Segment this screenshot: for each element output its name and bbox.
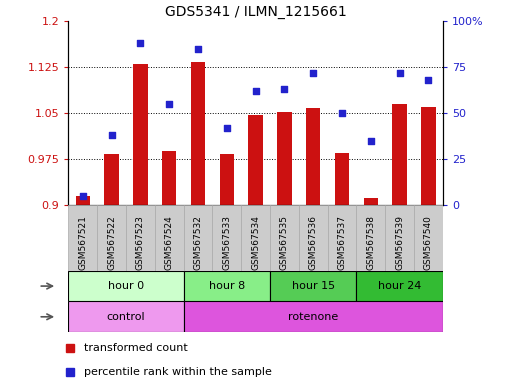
Bar [298,205,327,271]
Text: control: control [107,312,145,322]
Text: hour 15: hour 15 [291,281,334,291]
Text: GSM567522: GSM567522 [107,215,116,270]
Bar [126,205,155,271]
Bar [327,205,356,271]
Text: GSM567523: GSM567523 [135,215,144,270]
Bar [391,104,406,205]
Point [251,88,259,94]
Bar [269,271,356,301]
Bar [68,271,183,301]
Bar [183,301,442,332]
Bar [183,271,269,301]
Bar [97,205,126,271]
Bar [212,205,241,271]
Bar [277,112,291,205]
Point [280,86,288,93]
Text: hour 0: hour 0 [108,281,144,291]
Text: GSM567537: GSM567537 [337,215,346,270]
Point [424,77,432,83]
Bar [219,154,233,205]
Bar [420,107,435,205]
Text: GSM567533: GSM567533 [222,215,231,270]
Text: GSM567535: GSM567535 [279,215,288,270]
Text: GSM567538: GSM567538 [366,215,375,270]
Text: transformed count: transformed count [84,343,187,353]
Bar [413,205,442,271]
Bar [334,153,348,205]
Title: GDS5341 / ILMN_1215661: GDS5341 / ILMN_1215661 [164,5,346,19]
Point [107,132,115,139]
Bar [363,198,377,205]
Point [78,193,86,199]
Bar [68,205,97,271]
Bar [356,205,384,271]
Bar [133,64,147,205]
Text: GSM567532: GSM567532 [193,215,202,270]
Text: GSM567534: GSM567534 [250,215,260,270]
Text: rotenone: rotenone [287,312,338,322]
Bar [155,205,183,271]
Point [136,40,144,46]
Text: hour 24: hour 24 [377,281,420,291]
Bar [384,205,413,271]
Text: hour 8: hour 8 [208,281,244,291]
Point [366,138,374,144]
Text: GSM567524: GSM567524 [164,215,173,270]
Bar [104,154,119,205]
Point [222,125,230,131]
Text: GSM567540: GSM567540 [423,215,432,270]
Point [395,70,403,76]
Point [165,101,173,107]
Bar [241,205,269,271]
Bar [269,205,298,271]
Text: GSM567536: GSM567536 [308,215,317,270]
Bar [183,205,212,271]
Bar [162,151,176,205]
Bar [356,271,442,301]
Bar [190,62,205,205]
Point [193,46,201,52]
Text: GSM567539: GSM567539 [394,215,403,270]
Bar [75,196,90,205]
Text: GSM567521: GSM567521 [78,215,87,270]
Bar [248,114,262,205]
Text: percentile rank within the sample: percentile rank within the sample [84,366,271,377]
Point [337,110,345,116]
Bar [68,301,183,332]
Point [309,70,317,76]
Bar [306,108,320,205]
